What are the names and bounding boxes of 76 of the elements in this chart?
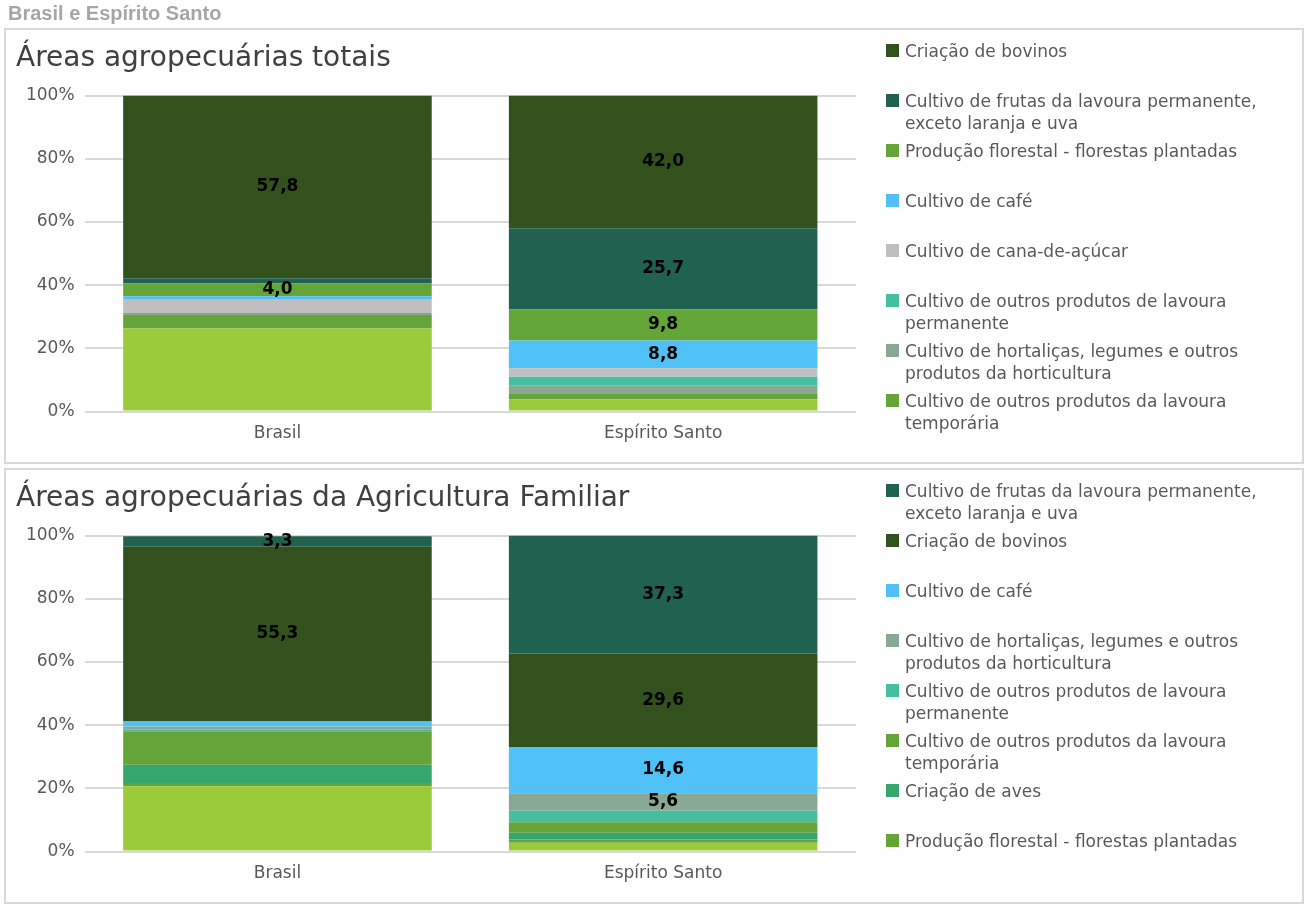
legend-label: Cultivo de frutas da lavoura permanente, exceto laranja e uva	[905, 480, 1258, 524]
legend-label: Produção florestal - florestas plantadas	[905, 140, 1238, 162]
y-tick-label: 20%	[36, 776, 75, 797]
bar	[508, 228, 818, 310]
legend-label: Cultivo de hortaliças, legumes e outros produtos da horticultura	[905, 630, 1239, 674]
bar	[508, 385, 818, 394]
bar	[123, 95, 432, 279]
data-label: 55,3	[256, 622, 299, 643]
data-label: 37,3	[642, 582, 685, 603]
bar	[508, 653, 818, 747]
x-tick-label: Espírito Santo	[603, 422, 723, 443]
text: Brasil e Espírito Santo	[8, 2, 223, 25]
data-label: 29,6	[642, 688, 685, 709]
bar	[508, 839, 818, 843]
y-tick-label: 100%	[25, 84, 75, 105]
x-tick-label: Brasil	[253, 862, 302, 883]
bar	[508, 399, 818, 411]
data-label: 8,8	[648, 342, 679, 363]
bar	[123, 786, 432, 851]
bar	[123, 283, 432, 297]
bar	[123, 764, 432, 784]
bar	[508, 393, 818, 400]
legend-label: Criação de bovinos	[905, 40, 1068, 62]
y-tick-label: 60%	[36, 650, 75, 671]
data-label: 9,8	[648, 313, 679, 334]
y-tick-label: 0%	[47, 400, 75, 421]
legend-label: Cultivo de cana-de-açúcar	[905, 240, 1129, 262]
data-label: 5,6	[648, 790, 679, 811]
bar	[508, 368, 818, 377]
chart-title: Áreas agropecuárias da Agricultura Familiar	[16, 479, 630, 514]
legend-label: Criação de aves	[905, 780, 1042, 802]
y-tick-label: 0%	[47, 840, 75, 861]
data-label: 14,6	[642, 758, 685, 779]
bar	[123, 783, 432, 787]
bar	[123, 328, 432, 411]
x-tick-label: Brasil	[253, 422, 302, 443]
y-tick-label: 80%	[36, 147, 75, 168]
legend-label: Cultivo de café	[905, 580, 1033, 602]
legend-label: Produção florestal - florestas plantadas	[905, 830, 1238, 852]
bar	[123, 296, 432, 300]
y-tick-label: 100%	[25, 524, 75, 545]
y-tick-label: 40%	[36, 713, 75, 734]
bar	[508, 376, 818, 386]
legend-label: Cultivo de outros produtos da lavoura temporária	[905, 730, 1228, 774]
bar	[123, 731, 432, 765]
legend-label: Cultivo de outros produtos da lavoura temporária	[905, 390, 1228, 434]
bar	[123, 314, 432, 329]
data-label: 25,7	[642, 257, 685, 278]
y-tick-label: 40%	[36, 273, 75, 294]
data-label: 3,3	[262, 529, 293, 550]
bar	[508, 842, 818, 851]
bar	[508, 309, 818, 341]
data-label: 57,8	[256, 175, 299, 196]
bar	[508, 822, 818, 833]
bar	[508, 793, 818, 811]
data-label: 4,0	[262, 278, 293, 299]
x-tick-label: Espírito Santo	[603, 862, 723, 883]
bar	[123, 721, 432, 727]
y-tick-label: 60%	[36, 210, 75, 231]
legend-label: Cultivo de outros produtos de lavoura permanente	[905, 680, 1228, 724]
data-label: 42,0	[642, 150, 685, 171]
bar	[508, 95, 818, 229]
legend-label: Cultivo de outros produtos de lavoura permanente	[905, 290, 1228, 334]
y-tick-label: 80%	[36, 587, 75, 608]
legend-label: Criação de bovinos	[905, 530, 1068, 552]
bar	[508, 810, 818, 823]
legend-label: Cultivo de hortaliças, legumes e outros produtos da horticultura	[905, 340, 1239, 384]
bar	[123, 299, 432, 314]
legend-label: Cultivo de frutas da lavoura permanente, exceto laranja e uva	[905, 90, 1258, 134]
y-tick-label: 20%	[36, 336, 75, 357]
bar	[508, 832, 818, 840]
bar	[508, 535, 818, 654]
chart-title: Áreas agropecuárias totais	[16, 39, 391, 74]
bar	[508, 747, 818, 794]
bar	[508, 340, 818, 369]
legend-label: Cultivo de café	[905, 190, 1033, 212]
